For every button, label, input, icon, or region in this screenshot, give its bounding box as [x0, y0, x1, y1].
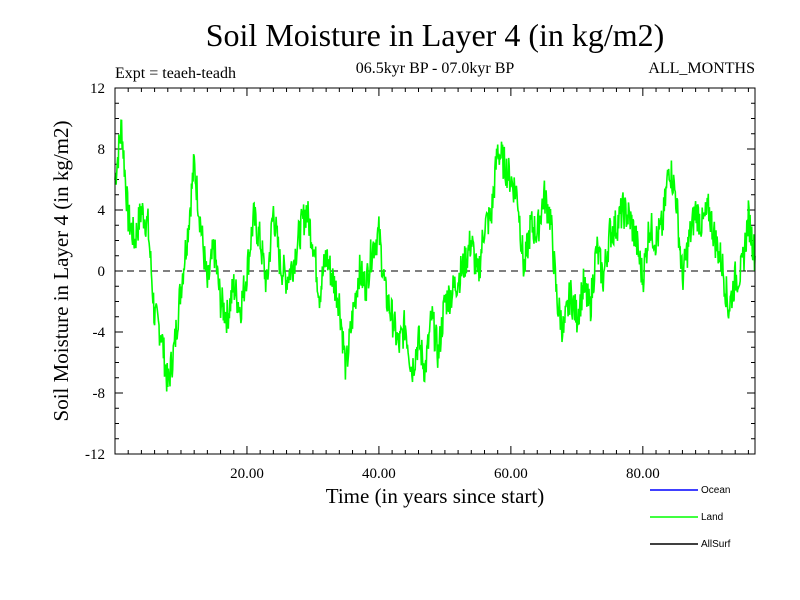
- period-label: 06.5kyr BP - 07.0kyr BP: [356, 60, 515, 77]
- months-label: ALL_MONTHS: [648, 60, 755, 77]
- plot-frame: [114, 87, 756, 455]
- series-line-land: [114, 119, 756, 392]
- experiment-label: Expt = teaeh-teadh: [115, 65, 236, 82]
- x-tick-label: 60.00: [494, 466, 528, 482]
- y-tick-label: 0: [98, 264, 106, 280]
- legend-label-land: Land: [701, 512, 723, 523]
- y-tick-label: -12: [85, 447, 105, 463]
- y-tick-label: 8: [98, 142, 106, 158]
- x-tick-label: 20.00: [230, 466, 264, 482]
- chart-title: Soil Moisture in Layer 4 (in kg/m2): [206, 17, 665, 53]
- y-axis-label: Soil Moisture in Layer 4 (in kg/m2): [49, 121, 73, 422]
- y-tick-label: 12: [90, 81, 105, 97]
- y-tick-label: -8: [93, 386, 106, 402]
- y-tick-label: 4: [98, 203, 106, 219]
- legend: Ocean Land AllSurf: [650, 485, 731, 550]
- legend-label-ocean: Ocean: [701, 485, 730, 496]
- x-tick-label: 40.00: [362, 466, 396, 482]
- legend-label-allsurf: AllSurf: [701, 539, 731, 550]
- y-tick-label: -4: [93, 325, 106, 341]
- x-axis-label: Time (in years since start): [326, 484, 545, 508]
- x-tick-label: 80.00: [626, 466, 660, 482]
